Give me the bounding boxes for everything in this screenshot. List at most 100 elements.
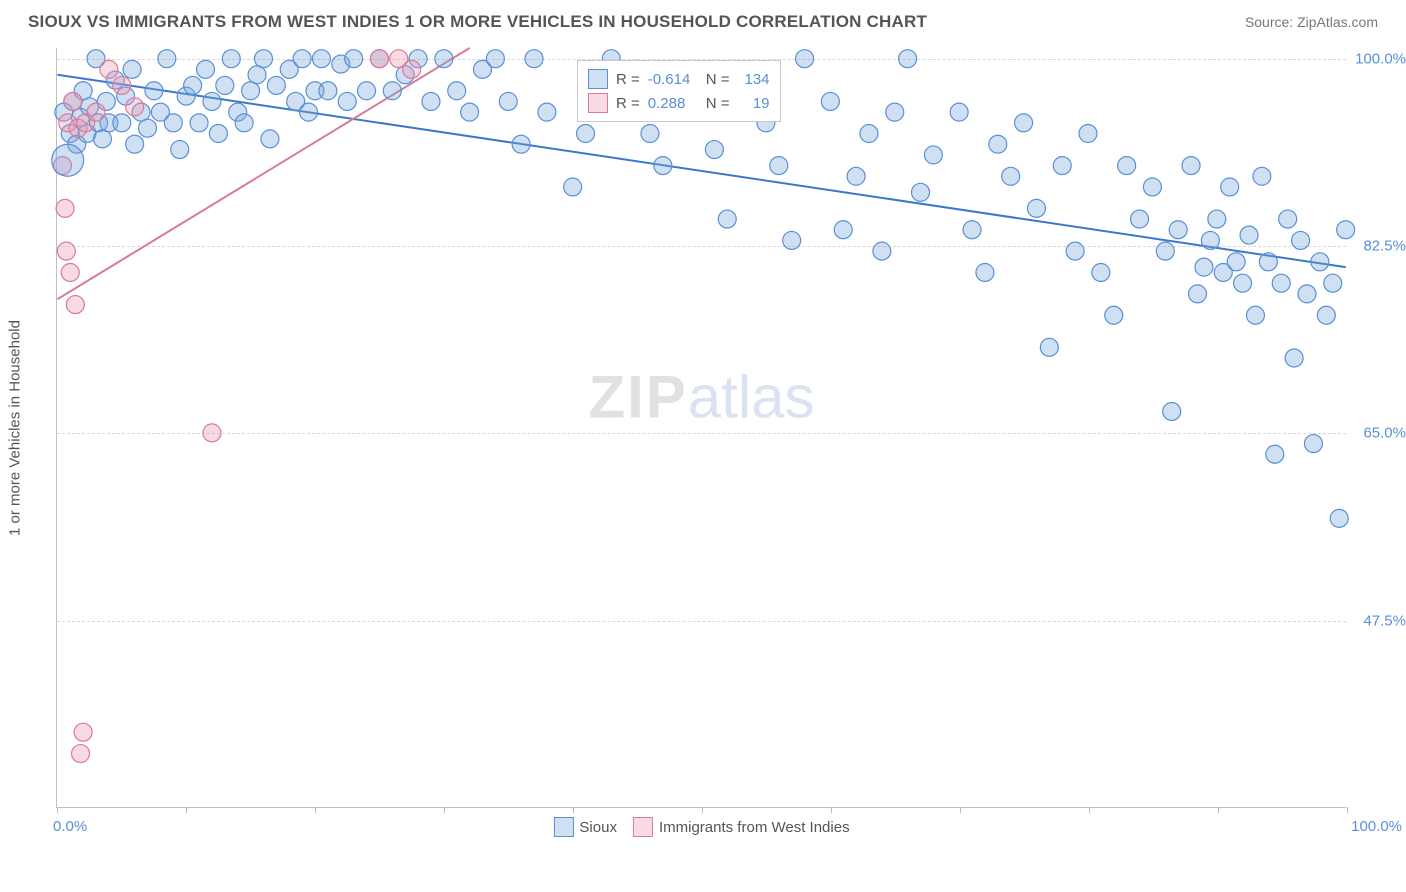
data-point — [1092, 264, 1110, 282]
data-point — [216, 76, 234, 94]
data-point — [87, 103, 105, 121]
data-point — [1105, 306, 1123, 324]
data-point — [1027, 199, 1045, 217]
data-point — [1272, 274, 1290, 292]
data-point — [821, 92, 839, 110]
data-point — [1079, 125, 1097, 143]
data-point — [1208, 210, 1226, 228]
legend-swatch — [588, 93, 608, 113]
series-legend: Sioux Immigrants from West Indies — [553, 817, 849, 837]
data-point — [171, 141, 189, 159]
x-tick — [1347, 807, 1348, 813]
y-tick-label: 82.5% — [1351, 238, 1406, 255]
data-point — [1227, 253, 1245, 271]
legend-swatch — [553, 817, 573, 837]
data-point — [1201, 231, 1219, 249]
data-point — [1040, 338, 1058, 356]
data-point — [123, 60, 141, 78]
data-point — [1234, 274, 1252, 292]
data-point — [499, 92, 517, 110]
data-point — [1066, 242, 1084, 260]
data-point — [126, 98, 144, 116]
legend-r-label: R = — [616, 71, 640, 88]
data-point — [1317, 306, 1335, 324]
y-tick-label: 100.0% — [1351, 50, 1406, 67]
data-point — [1324, 274, 1342, 292]
data-point — [435, 50, 453, 68]
data-point — [461, 103, 479, 121]
data-point — [93, 130, 111, 148]
data-point — [1304, 435, 1322, 453]
data-point — [783, 231, 801, 249]
data-point — [1118, 157, 1136, 175]
data-point — [74, 723, 92, 741]
data-point — [654, 157, 672, 175]
legend-r-value: -0.614 — [648, 71, 698, 88]
data-point — [1015, 114, 1033, 132]
data-point — [66, 296, 84, 314]
legend-n-value: 134 — [738, 71, 770, 88]
legend-n-label: N = — [706, 95, 730, 112]
data-point — [486, 50, 504, 68]
data-point — [209, 125, 227, 143]
data-point — [383, 82, 401, 100]
chart-header: SIOUX VS IMMIGRANTS FROM WEST INDIES 1 O… — [0, 0, 1406, 40]
data-point — [64, 92, 82, 110]
data-point — [300, 103, 318, 121]
legend-row: R = 0.288 N = 19 — [588, 91, 770, 115]
data-point — [61, 264, 79, 282]
data-point — [1311, 253, 1329, 271]
legend-swatch — [588, 69, 608, 89]
x-tick — [960, 807, 961, 813]
data-point — [873, 242, 891, 260]
data-point — [184, 76, 202, 94]
data-point — [293, 50, 311, 68]
data-point — [126, 135, 144, 153]
legend-r-value: 0.288 — [648, 95, 698, 112]
data-point — [56, 199, 74, 217]
data-point — [847, 167, 865, 185]
data-point — [770, 157, 788, 175]
data-point — [203, 424, 221, 442]
data-point — [113, 76, 131, 94]
data-point — [834, 221, 852, 239]
data-point-large — [52, 144, 84, 176]
data-point — [57, 242, 75, 260]
data-point — [242, 82, 260, 100]
data-point — [860, 125, 878, 143]
data-point — [158, 50, 176, 68]
data-point — [370, 50, 388, 68]
data-point — [1189, 285, 1207, 303]
legend-row: R = -0.614 N = 134 — [588, 67, 770, 91]
data-point — [338, 92, 356, 110]
data-point — [72, 745, 90, 763]
x-tick — [57, 807, 58, 813]
legend-swatch — [633, 817, 653, 837]
y-tick-label: 65.0% — [1351, 425, 1406, 442]
data-point — [113, 114, 131, 132]
legend-label: Sioux — [579, 819, 617, 836]
data-point — [1053, 157, 1071, 175]
legend-item: Sioux — [553, 817, 617, 837]
legend-r-label: R = — [616, 95, 640, 112]
data-point — [1279, 210, 1297, 228]
data-point — [1337, 221, 1355, 239]
data-point — [139, 119, 157, 137]
legend-n-label: N = — [706, 71, 730, 88]
legend-n-value: 19 — [738, 95, 770, 112]
x-axis-max-label: 100.0% — [1351, 818, 1402, 835]
legend-label: Immigrants from West Indies — [659, 819, 850, 836]
data-point — [235, 114, 253, 132]
x-tick — [1089, 807, 1090, 813]
data-point — [358, 82, 376, 100]
data-point — [899, 50, 917, 68]
data-point — [1330, 509, 1348, 527]
x-tick — [831, 807, 832, 813]
data-point — [1285, 349, 1303, 367]
scatter-points — [57, 48, 1346, 807]
data-point — [267, 76, 285, 94]
data-point — [1266, 445, 1284, 463]
data-point — [950, 103, 968, 121]
data-point — [222, 50, 240, 68]
data-point — [525, 50, 543, 68]
